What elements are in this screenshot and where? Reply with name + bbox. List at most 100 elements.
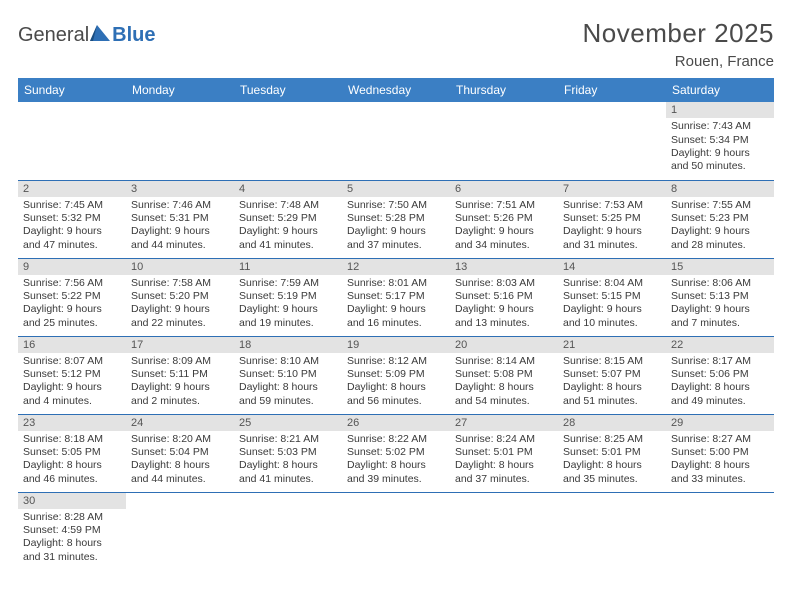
sunrise-line: Sunrise: 8:10 AM (239, 355, 337, 368)
calendar-day-cell (234, 492, 342, 570)
sunset-line: Sunset: 5:13 PM (671, 290, 769, 303)
sunrise-line: Sunrise: 8:03 AM (455, 277, 553, 290)
dow-header-cell: Sunday (18, 78, 126, 102)
day-detail: Sunrise: 8:03 AMSunset: 5:16 PMDaylight:… (450, 276, 558, 334)
sunset-line: Sunset: 5:04 PM (131, 446, 229, 459)
logo: General Blue (18, 18, 156, 47)
daylight-line: Daylight: 9 hours and 16 minutes. (347, 303, 445, 330)
daylight-line: Daylight: 9 hours and 19 minutes. (239, 303, 337, 330)
daylight-line: Daylight: 9 hours and 4 minutes. (23, 381, 121, 408)
calendar-day-cell (18, 102, 126, 180)
sunrise-line: Sunrise: 7:45 AM (23, 199, 121, 212)
day-number: 11 (234, 259, 342, 275)
sunset-line: Sunset: 5:10 PM (239, 368, 337, 381)
calendar-day-cell: 29Sunrise: 8:27 AMSunset: 5:00 PMDayligh… (666, 414, 774, 492)
sunset-line: Sunset: 5:20 PM (131, 290, 229, 303)
sunset-line: Sunset: 5:17 PM (347, 290, 445, 303)
day-detail: Sunrise: 8:18 AMSunset: 5:05 PMDaylight:… (18, 432, 126, 490)
daylight-line: Daylight: 9 hours and 10 minutes. (563, 303, 661, 330)
sunrise-line: Sunrise: 8:06 AM (671, 277, 769, 290)
daylight-line: Daylight: 9 hours and 37 minutes. (347, 225, 445, 252)
sunrise-line: Sunrise: 8:07 AM (23, 355, 121, 368)
calendar-day-cell: 4Sunrise: 7:48 AMSunset: 5:29 PMDaylight… (234, 180, 342, 258)
day-detail: Sunrise: 7:58 AMSunset: 5:20 PMDaylight:… (126, 276, 234, 334)
daylight-line: Daylight: 8 hours and 46 minutes. (23, 459, 121, 486)
calendar-week-row: 1Sunrise: 7:43 AMSunset: 5:34 PMDaylight… (18, 102, 774, 180)
day-detail: Sunrise: 8:09 AMSunset: 5:11 PMDaylight:… (126, 354, 234, 412)
day-detail: Sunrise: 7:56 AMSunset: 5:22 PMDaylight:… (18, 276, 126, 334)
daylight-line: Daylight: 9 hours and 50 minutes. (671, 147, 769, 174)
day-number: 3 (126, 181, 234, 197)
calendar-day-cell: 23Sunrise: 8:18 AMSunset: 5:05 PMDayligh… (18, 414, 126, 492)
logo-text-general: General (18, 24, 89, 47)
sunset-line: Sunset: 5:00 PM (671, 446, 769, 459)
sunset-line: Sunset: 5:02 PM (347, 446, 445, 459)
daylight-line: Daylight: 8 hours and 35 minutes. (563, 459, 661, 486)
daylight-line: Daylight: 8 hours and 41 minutes. (239, 459, 337, 486)
calendar-day-cell: 13Sunrise: 8:03 AMSunset: 5:16 PMDayligh… (450, 258, 558, 336)
daylight-line: Daylight: 9 hours and 47 minutes. (23, 225, 121, 252)
calendar-day-cell: 20Sunrise: 8:14 AMSunset: 5:08 PMDayligh… (450, 336, 558, 414)
title-block: November 2025 Rouen, France (583, 18, 775, 70)
day-detail: Sunrise: 7:53 AMSunset: 5:25 PMDaylight:… (558, 198, 666, 256)
day-number: 20 (450, 337, 558, 353)
day-detail: Sunrise: 8:06 AMSunset: 5:13 PMDaylight:… (666, 276, 774, 334)
day-number: 17 (126, 337, 234, 353)
calendar-day-cell: 30Sunrise: 8:28 AMSunset: 4:59 PMDayligh… (18, 492, 126, 570)
calendar-week-row: 2Sunrise: 7:45 AMSunset: 5:32 PMDaylight… (18, 180, 774, 258)
sunrise-line: Sunrise: 8:14 AM (455, 355, 553, 368)
sunset-line: Sunset: 5:25 PM (563, 212, 661, 225)
sunset-line: Sunset: 5:08 PM (455, 368, 553, 381)
day-detail: Sunrise: 8:21 AMSunset: 5:03 PMDaylight:… (234, 432, 342, 490)
day-detail: Sunrise: 8:01 AMSunset: 5:17 PMDaylight:… (342, 276, 450, 334)
day-detail: Sunrise: 8:20 AMSunset: 5:04 PMDaylight:… (126, 432, 234, 490)
daylight-line: Daylight: 8 hours and 49 minutes. (671, 381, 769, 408)
calendar-day-cell: 15Sunrise: 8:06 AMSunset: 5:13 PMDayligh… (666, 258, 774, 336)
sunset-line: Sunset: 5:05 PM (23, 446, 121, 459)
day-number: 9 (18, 259, 126, 275)
day-number: 8 (666, 181, 774, 197)
day-detail: Sunrise: 7:55 AMSunset: 5:23 PMDaylight:… (666, 198, 774, 256)
day-detail: Sunrise: 8:27 AMSunset: 5:00 PMDaylight:… (666, 432, 774, 490)
calendar-day-cell: 9Sunrise: 7:56 AMSunset: 5:22 PMDaylight… (18, 258, 126, 336)
day-number: 29 (666, 415, 774, 431)
day-number: 21 (558, 337, 666, 353)
calendar-day-cell: 16Sunrise: 8:07 AMSunset: 5:12 PMDayligh… (18, 336, 126, 414)
daylight-line: Daylight: 9 hours and 44 minutes. (131, 225, 229, 252)
daylight-line: Daylight: 9 hours and 31 minutes. (563, 225, 661, 252)
day-detail: Sunrise: 8:14 AMSunset: 5:08 PMDaylight:… (450, 354, 558, 412)
calendar-day-cell: 28Sunrise: 8:25 AMSunset: 5:01 PMDayligh… (558, 414, 666, 492)
calendar-week-row: 16Sunrise: 8:07 AMSunset: 5:12 PMDayligh… (18, 336, 774, 414)
calendar-day-cell: 25Sunrise: 8:21 AMSunset: 5:03 PMDayligh… (234, 414, 342, 492)
sunrise-line: Sunrise: 7:48 AM (239, 199, 337, 212)
calendar-day-cell: 26Sunrise: 8:22 AMSunset: 5:02 PMDayligh… (342, 414, 450, 492)
daylight-line: Daylight: 9 hours and 7 minutes. (671, 303, 769, 330)
day-detail: Sunrise: 7:48 AMSunset: 5:29 PMDaylight:… (234, 198, 342, 256)
sunset-line: Sunset: 5:34 PM (671, 134, 769, 147)
sunset-line: Sunset: 5:09 PM (347, 368, 445, 381)
daylight-line: Daylight: 8 hours and 31 minutes. (23, 537, 121, 564)
day-number: 18 (234, 337, 342, 353)
day-detail: Sunrise: 8:22 AMSunset: 5:02 PMDaylight:… (342, 432, 450, 490)
day-number: 19 (342, 337, 450, 353)
sunset-line: Sunset: 5:29 PM (239, 212, 337, 225)
sunrise-line: Sunrise: 8:12 AM (347, 355, 445, 368)
calendar-day-cell: 27Sunrise: 8:24 AMSunset: 5:01 PMDayligh… (450, 414, 558, 492)
sunrise-line: Sunrise: 8:01 AM (347, 277, 445, 290)
sunset-line: Sunset: 4:59 PM (23, 524, 121, 537)
day-detail: Sunrise: 8:04 AMSunset: 5:15 PMDaylight:… (558, 276, 666, 334)
calendar-day-cell (342, 492, 450, 570)
calendar-day-cell: 3Sunrise: 7:46 AMSunset: 5:31 PMDaylight… (126, 180, 234, 258)
daylight-line: Daylight: 8 hours and 59 minutes. (239, 381, 337, 408)
day-detail: Sunrise: 8:25 AMSunset: 5:01 PMDaylight:… (558, 432, 666, 490)
calendar-day-cell: 19Sunrise: 8:12 AMSunset: 5:09 PMDayligh… (342, 336, 450, 414)
calendar-day-cell: 14Sunrise: 8:04 AMSunset: 5:15 PMDayligh… (558, 258, 666, 336)
sunrise-line: Sunrise: 8:24 AM (455, 433, 553, 446)
sunrise-line: Sunrise: 7:50 AM (347, 199, 445, 212)
sunset-line: Sunset: 5:07 PM (563, 368, 661, 381)
calendar-day-cell (450, 102, 558, 180)
calendar-day-cell: 24Sunrise: 8:20 AMSunset: 5:04 PMDayligh… (126, 414, 234, 492)
sunrise-line: Sunrise: 7:51 AM (455, 199, 553, 212)
calendar-day-cell (450, 492, 558, 570)
daylight-line: Daylight: 9 hours and 41 minutes. (239, 225, 337, 252)
